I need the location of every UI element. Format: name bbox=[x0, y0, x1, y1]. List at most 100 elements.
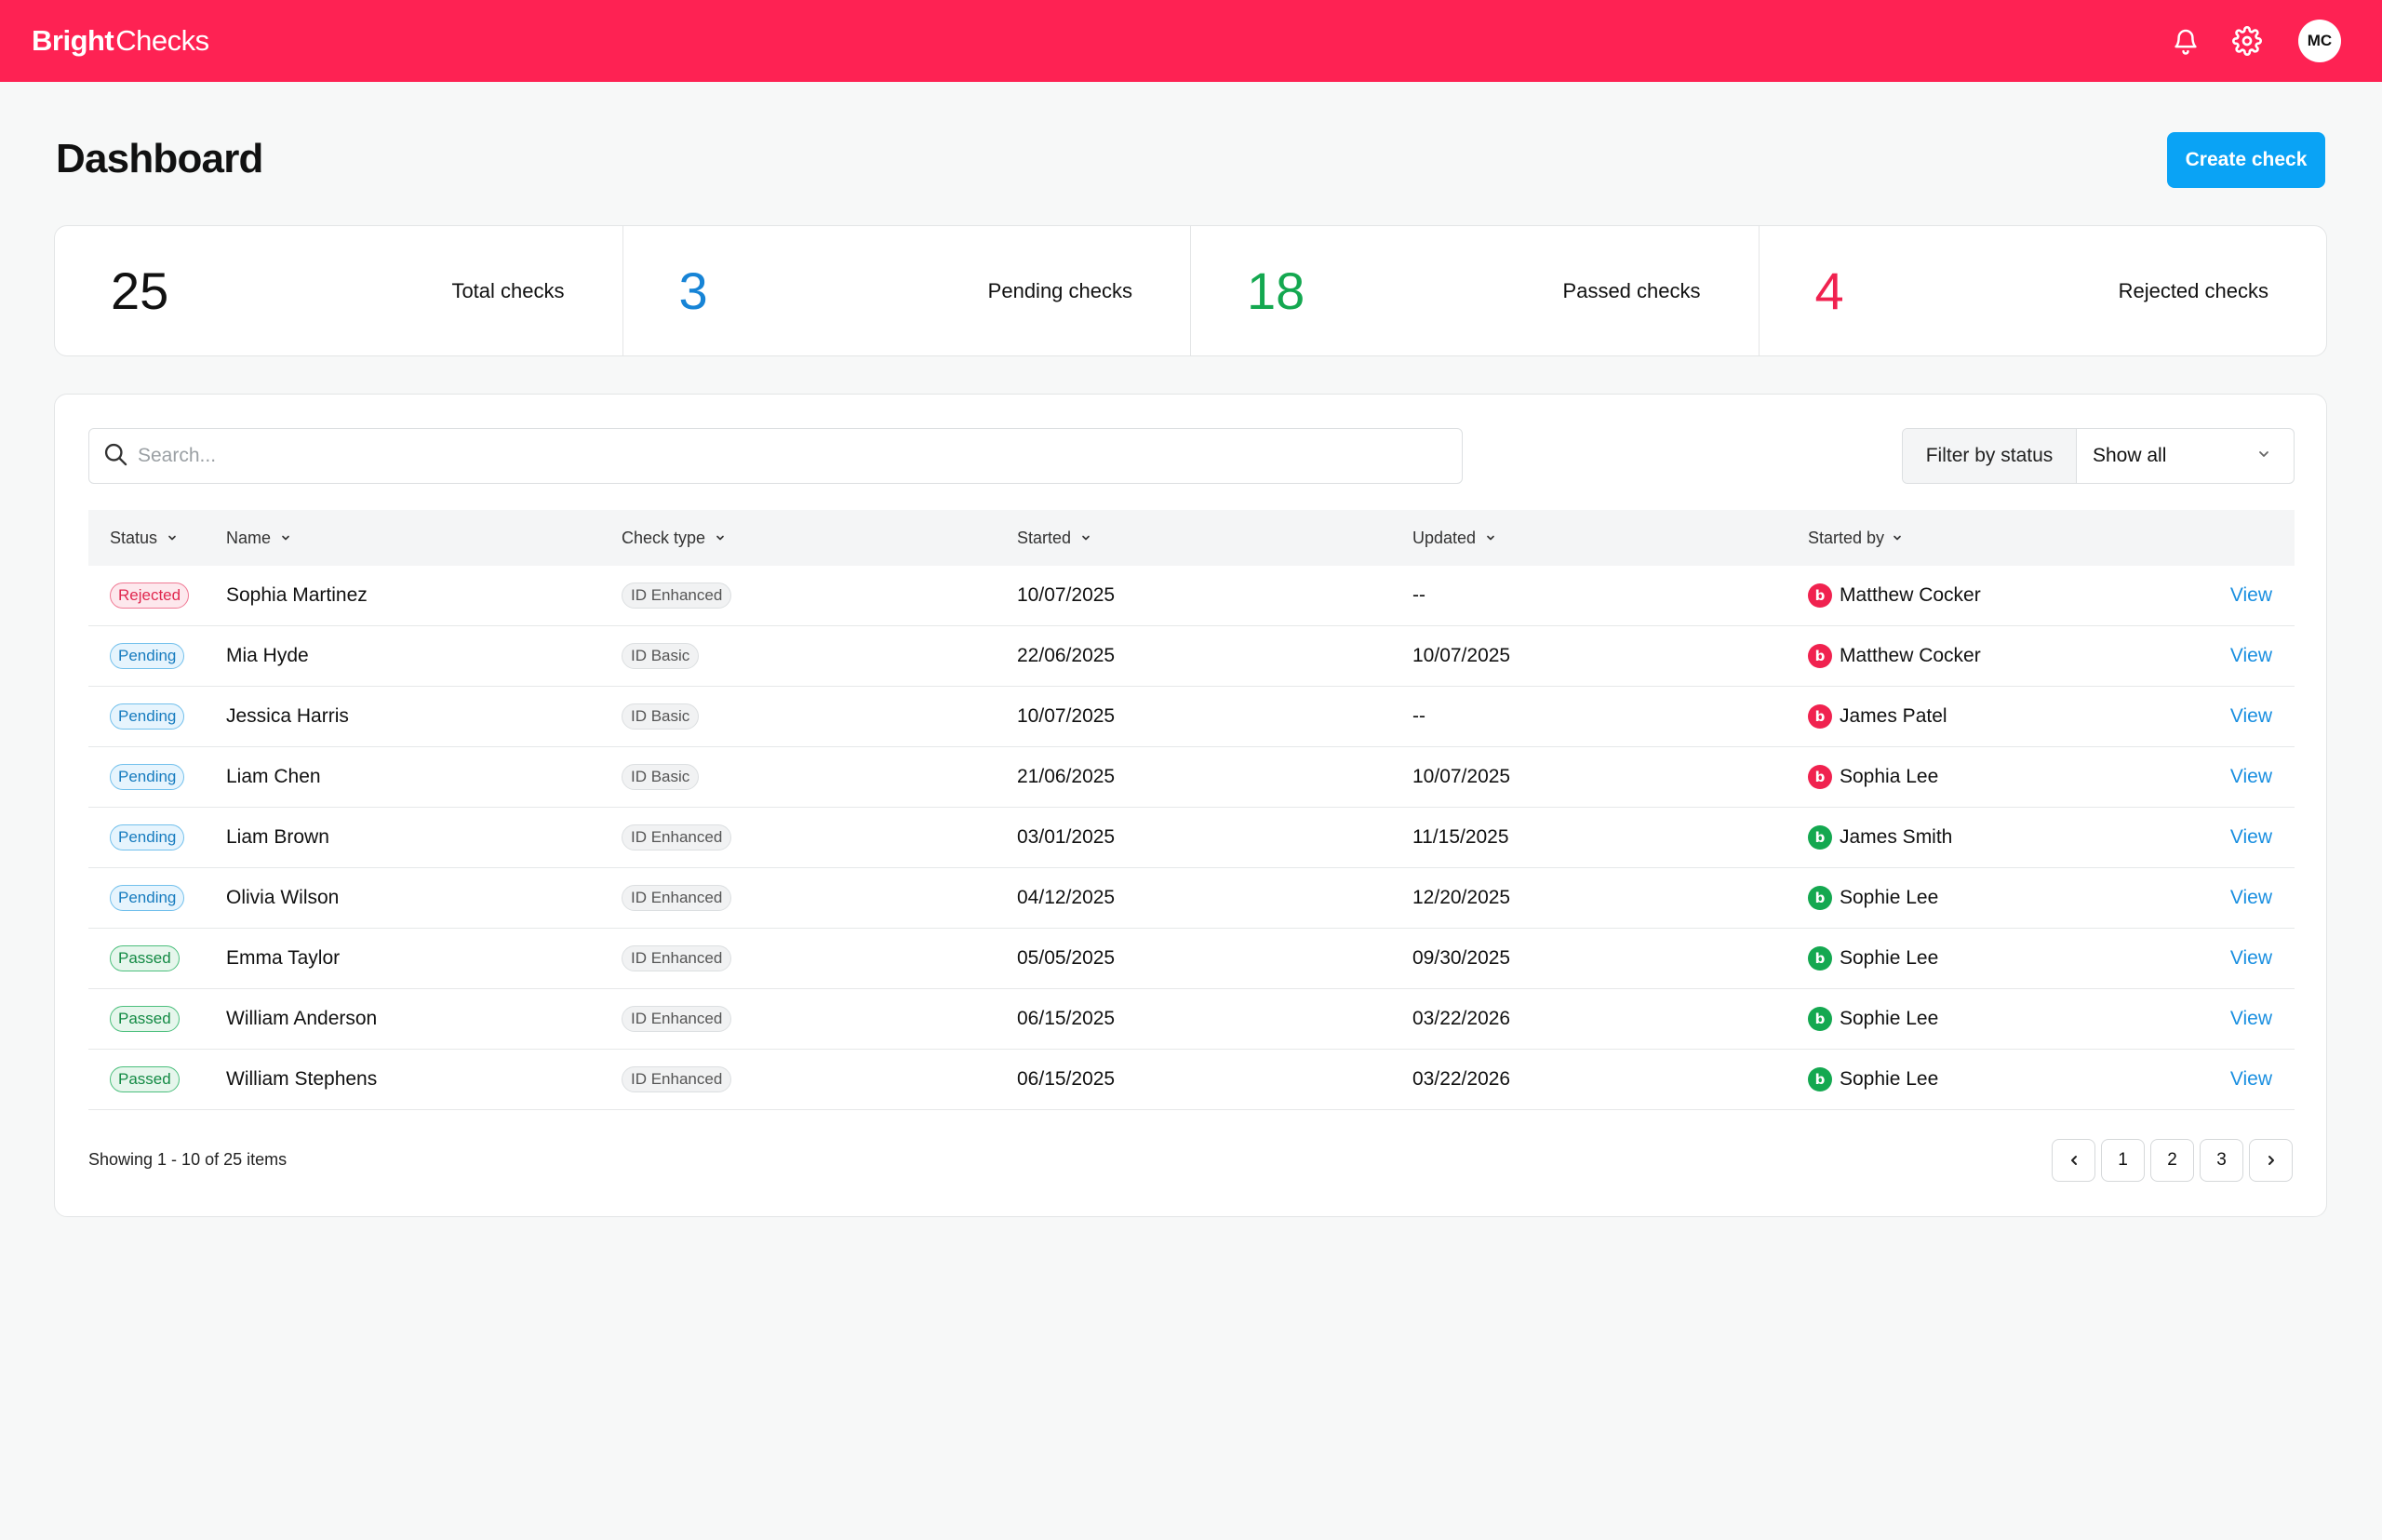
started-cell: 03/01/2025 bbox=[1017, 826, 1116, 848]
stat-passed: 18 Passed checks bbox=[1191, 226, 1760, 355]
stat-total: 25 Total checks bbox=[55, 226, 623, 355]
status-cell: Pending bbox=[88, 703, 226, 730]
checks-panel: Filter by status Show all Status Name Ch… bbox=[54, 394, 2327, 1217]
started-by-cell: b Matthew Cocker bbox=[1808, 583, 2180, 608]
next-page-button[interactable] bbox=[2249, 1139, 2293, 1182]
status-cell: Rejected bbox=[88, 583, 226, 609]
header-status-label: Status bbox=[110, 528, 158, 547]
brand-logo[interactable]: BrightChecks bbox=[32, 24, 209, 58]
started-by-cell: b James Patel bbox=[1808, 704, 2180, 729]
view-cell: View bbox=[2180, 1008, 2295, 1030]
table-row: Passed Emma Taylor ID Enhanced 05/05/2025 09… bbox=[88, 929, 2295, 989]
table-row: Pending Liam Brown ID Enhanced 03/01/2025 11… bbox=[88, 808, 2295, 868]
header-status[interactable]: Status bbox=[88, 529, 226, 548]
updated-cell: 10/07/2025 bbox=[1412, 766, 1511, 787]
table-body: Rejected Sophia Martinez ID Enhanced 10/07/… bbox=[88, 566, 2295, 1110]
view-cell: View bbox=[2180, 584, 2295, 607]
started-cell: 22/06/2025 bbox=[1017, 645, 1116, 666]
pagination-info: Showing 1 - 10 of 25 items bbox=[88, 1150, 288, 1169]
name-cell: William Anderson bbox=[226, 1008, 378, 1029]
view-link[interactable]: View bbox=[2229, 1008, 2272, 1029]
header-name[interactable]: Name bbox=[226, 529, 622, 548]
status-cell: Passed bbox=[88, 1006, 226, 1032]
table-row: Passed William Stephens ID Enhanced 06/15/2… bbox=[88, 1050, 2295, 1110]
name-cell: Liam Chen bbox=[226, 766, 321, 787]
view-link[interactable]: View bbox=[2229, 584, 2272, 606]
table-row: Pending Mia Hyde ID Basic 22/06/2025 10/07/2… bbox=[88, 626, 2295, 687]
header-started-by[interactable]: Started by bbox=[1808, 529, 2180, 548]
view-link[interactable]: View bbox=[2229, 645, 2272, 666]
filter-label: Filter by status bbox=[1903, 429, 2077, 483]
check-type-cell: ID Enhanced bbox=[622, 1006, 1017, 1032]
view-cell: View bbox=[2180, 947, 2295, 970]
view-link[interactable]: View bbox=[2229, 705, 2272, 727]
check-type-chip: ID Basic bbox=[622, 764, 700, 790]
bell-icon[interactable] bbox=[2168, 23, 2203, 59]
chevron-right-icon bbox=[2268, 1156, 2274, 1165]
header-updated-label: Updated bbox=[1412, 528, 1477, 547]
view-cell: View bbox=[2180, 766, 2295, 788]
chevron-down-icon bbox=[1894, 535, 1901, 541]
header-check-type[interactable]: Check type bbox=[622, 529, 1017, 548]
view-link[interactable]: View bbox=[2229, 826, 2272, 848]
stat-pending-label: Pending checks bbox=[987, 278, 1132, 302]
name-cell: Sophia Martinez bbox=[226, 584, 368, 606]
view-cell: View bbox=[2180, 826, 2295, 849]
stat-passed-value: 18 bbox=[1247, 261, 1305, 320]
header-started[interactable]: Started bbox=[1017, 529, 1412, 548]
filter-selected-value: Show all bbox=[2093, 445, 2167, 466]
updated-cell: -- bbox=[1412, 705, 1425, 727]
view-link[interactable]: View bbox=[2229, 1068, 2272, 1090]
header-updated[interactable]: Updated bbox=[1412, 529, 1808, 548]
started-cell: 21/06/2025 bbox=[1017, 766, 1116, 787]
check-type-cell: ID Enhanced bbox=[622, 1066, 1017, 1092]
started-by-cell: b Matthew Cocker bbox=[1808, 644, 2180, 668]
table-row: Rejected Sophia Martinez ID Enhanced 10/07/… bbox=[88, 566, 2295, 626]
check-type-chip: ID Enhanced bbox=[622, 1066, 732, 1092]
view-link[interactable]: View bbox=[2229, 887, 2272, 908]
updated-cell: 03/22/2026 bbox=[1412, 1008, 1511, 1029]
search-box bbox=[88, 428, 1463, 484]
prev-page-button[interactable] bbox=[2052, 1139, 2095, 1182]
status-cell: Pending bbox=[88, 764, 226, 790]
user-avatar[interactable]: MC bbox=[2298, 20, 2341, 62]
page-button-1[interactable]: 1 bbox=[2101, 1139, 2145, 1182]
status-badge: Pending bbox=[110, 885, 185, 911]
status-badge: Pending bbox=[110, 703, 185, 730]
gear-icon[interactable] bbox=[2229, 23, 2265, 59]
view-link[interactable]: View bbox=[2229, 947, 2272, 969]
updated-cell: 11/15/2025 bbox=[1412, 826, 1509, 848]
status-cell: Pending bbox=[88, 885, 226, 911]
table-row: Passed William Anderson ID Enhanced 06/15/2… bbox=[88, 989, 2295, 1050]
table-row: Pending Liam Chen ID Basic 21/06/2025 10/07/… bbox=[88, 747, 2295, 808]
started-by-name: Sophie Lee bbox=[1840, 947, 1939, 969]
check-type-chip: ID Enhanced bbox=[622, 945, 732, 971]
check-type-chip: ID Enhanced bbox=[622, 583, 732, 609]
check-type-chip: ID Enhanced bbox=[622, 1006, 732, 1032]
started-by-name: Matthew Cocker bbox=[1840, 584, 1981, 606]
view-cell: View bbox=[2180, 645, 2295, 667]
status-filter-select[interactable]: Show all bbox=[2077, 429, 2294, 483]
page-button-2[interactable]: 2 bbox=[2150, 1139, 2194, 1182]
view-link[interactable]: View bbox=[2229, 766, 2272, 787]
check-type-chip: ID Basic bbox=[622, 643, 700, 669]
stat-pending-value: 3 bbox=[678, 261, 708, 320]
page-button-3[interactable]: 3 bbox=[2200, 1139, 2243, 1182]
search-input[interactable] bbox=[138, 445, 1462, 467]
stat-rejected: 4 Rejected checks bbox=[1760, 226, 2327, 355]
table-row: Pending Olivia Wilson ID Enhanced 04/12/202… bbox=[88, 868, 2295, 929]
brand-bold: Bright bbox=[32, 24, 114, 57]
chevron-down-icon bbox=[1082, 535, 1090, 541]
stat-passed-label: Passed checks bbox=[1562, 278, 1701, 302]
stat-total-label: Total checks bbox=[451, 278, 565, 302]
page-title: Dashboard bbox=[56, 136, 263, 181]
check-type-cell: ID Enhanced bbox=[622, 945, 1017, 971]
name-cell: Jessica Harris bbox=[226, 705, 349, 727]
started-by-cell: b Sophie Lee bbox=[1808, 886, 2180, 910]
checks-table: Status Name Check type Started Updated S… bbox=[88, 510, 2295, 1110]
started-by-name: James Patel bbox=[1840, 705, 1947, 727]
started-by-cell: b Sophie Lee bbox=[1808, 946, 2180, 971]
started-by-cell: b Sophia Lee bbox=[1808, 765, 2180, 789]
create-check-button[interactable]: Create check bbox=[2167, 132, 2325, 188]
view-cell: View bbox=[2180, 705, 2295, 728]
